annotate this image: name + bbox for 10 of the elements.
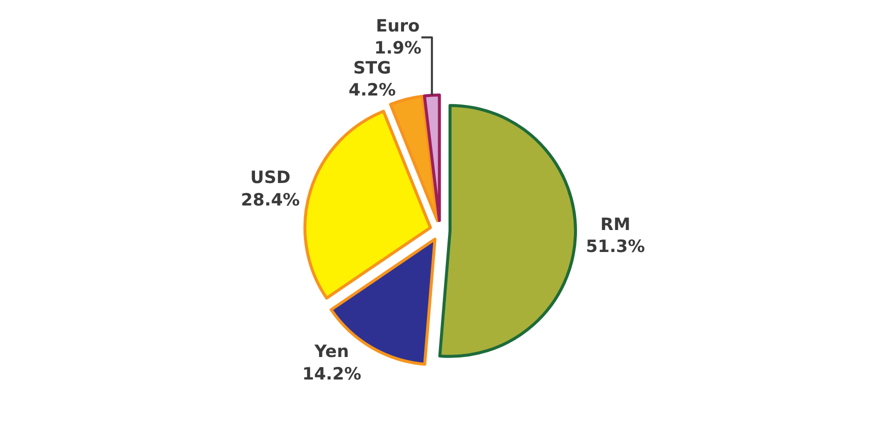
- slice-label: Euro: [376, 16, 420, 36]
- slice-label: USD: [250, 168, 290, 188]
- slice-label: RM: [600, 215, 630, 236]
- data-label: 28.4%: [240, 190, 300, 210]
- data-label: 4.2%: [348, 80, 396, 101]
- slice-label: Yen: [314, 342, 349, 362]
- data-label: 14.2%: [302, 364, 362, 384]
- slice-label: STG: [353, 58, 392, 78]
- data-label: 1.9%: [374, 38, 422, 58]
- data-label: 51.3%: [586, 237, 645, 258]
